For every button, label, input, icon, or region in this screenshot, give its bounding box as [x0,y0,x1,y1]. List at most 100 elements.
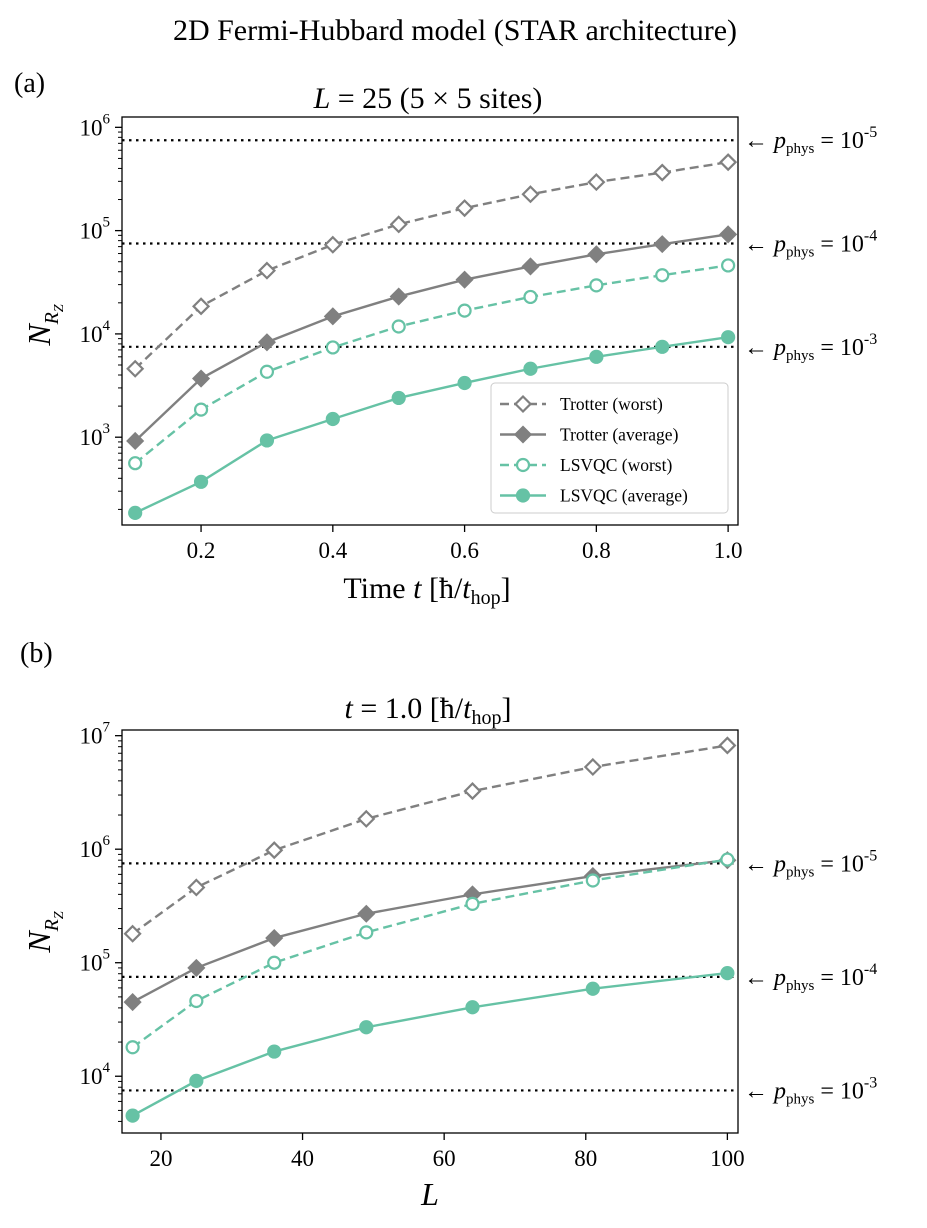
figure-title: 2D Fermi-Hubbard model (STAR architectur… [173,14,737,47]
data-point [259,433,275,448]
legend-marker [515,457,531,473]
data-point [523,361,538,376]
data-point [359,925,374,940]
threshold-label: ← pphys = 10-3 [744,331,877,364]
y-tick-label: 105 [80,215,111,244]
panel-b-axes-frame [121,729,739,1134]
x-tick-label: 0.8 [582,538,611,563]
panel-b-title: t = 1.0 [ħ/thop] [345,692,512,729]
legend-label: LSVQC (worst) [560,455,672,475]
x-tick-label: 60 [433,1146,456,1171]
panel-b-thresholds [122,862,738,1092]
data-point [323,235,342,254]
data-point [391,319,406,334]
series-line [134,264,729,465]
panel-b-title-post: ] [501,692,511,725]
data-point [721,330,736,345]
data-point [259,364,275,379]
data-point [583,757,602,777]
data-point [655,268,670,283]
y-tick-label: 107 [80,720,111,749]
x-tick-label: 0.2 [187,538,216,563]
data-point [192,369,211,388]
data-point [523,289,538,305]
threshold-label: ← pphys = 10-3 [744,1074,877,1107]
x-tick-label: 1.0 [714,538,743,563]
series-trotter-average [126,225,738,450]
data-point [721,258,736,273]
data-point [389,215,408,234]
y-tick-label: 104 [80,318,111,347]
data-point [123,993,142,1012]
panel-a-x-label: Time t [ħ/thop] [343,572,510,609]
panel-a-series [126,153,738,520]
data-point [463,782,482,801]
series-line [134,233,729,442]
panel-a-x-label-pre: Time [343,572,413,605]
data-point [325,340,340,355]
legend-marker [515,488,531,503]
panel-a-y-ticks: 103 104 105 106 [80,111,122,510]
panel-a-x-label-var2: t [462,572,471,605]
threshold-label: ← pphys = 10-4 [744,228,877,261]
series-line [134,335,729,514]
y-tick-label: 103 [80,421,111,450]
data-point [357,904,376,923]
series-line [131,744,728,935]
legend-marker [513,425,533,444]
panel-a: (a) L = 25 (5 × 5 sites) 0.2 0.4 0.6 0.8 1.0… [14,68,877,609]
data-point [587,245,606,264]
data-point [587,173,606,192]
data-point [521,185,540,204]
data-point [718,736,737,755]
panel-b-title-rest: = 1.0 [ħ/ [353,692,464,725]
data-point [193,474,209,489]
data-point [720,852,735,867]
data-point [359,1020,374,1035]
data-point [719,153,738,172]
data-point [585,873,600,888]
y-tick-label: 104 [80,1060,111,1089]
panel-a-y-label: NRZ [21,304,67,347]
legend-item: LSVQC (worst) [500,455,672,475]
data-point [257,261,276,280]
data-point [589,278,604,293]
data-point [265,841,284,860]
data-point [187,878,206,897]
data-point [455,199,474,218]
legend-item: Trotter (average) [500,425,679,445]
data-point [323,307,342,326]
data-point [125,1108,140,1123]
y-tick-label: 105 [80,947,111,976]
data-point [585,981,600,996]
panel-a-label: (a) [14,68,45,99]
data-point [126,431,145,450]
x-tick-label: 40 [291,1146,314,1171]
panel-b-title-sub: hop [471,707,501,729]
panel-a-x-label-sub: hop [471,587,501,609]
svg-text:NRZ: NRZ [21,911,67,954]
data-point [193,402,209,417]
threshold-label: ← pphys = 10-4 [744,961,877,994]
data-point [357,809,376,828]
series-line [134,160,729,370]
panel-a-title: L = 25 (5 × 5 sites) [313,82,543,115]
series-lsvqc-average [128,330,736,520]
panel-b-threshold-labels: ← pphys = 10-5 ← pphys = 10-4 ← pphys = 10… [744,847,877,1107]
x-tick-label: 0.6 [450,538,479,563]
panel-b-y-ticks: 104 105 106 107 [80,720,122,1122]
series-trotter-worst [123,736,737,943]
data-point [257,333,276,352]
legend-item: LSVQC (average) [500,486,688,506]
legend-marker [513,394,533,414]
data-point [325,411,340,427]
data-point [267,955,282,970]
x-tick-label: 20 [149,1146,172,1171]
series-lsvqc-worst [125,852,735,1055]
data-point [457,303,472,318]
series-line [132,859,728,1004]
data-point [521,257,540,276]
series-trotter-worst [126,153,738,378]
data-point [126,359,145,378]
